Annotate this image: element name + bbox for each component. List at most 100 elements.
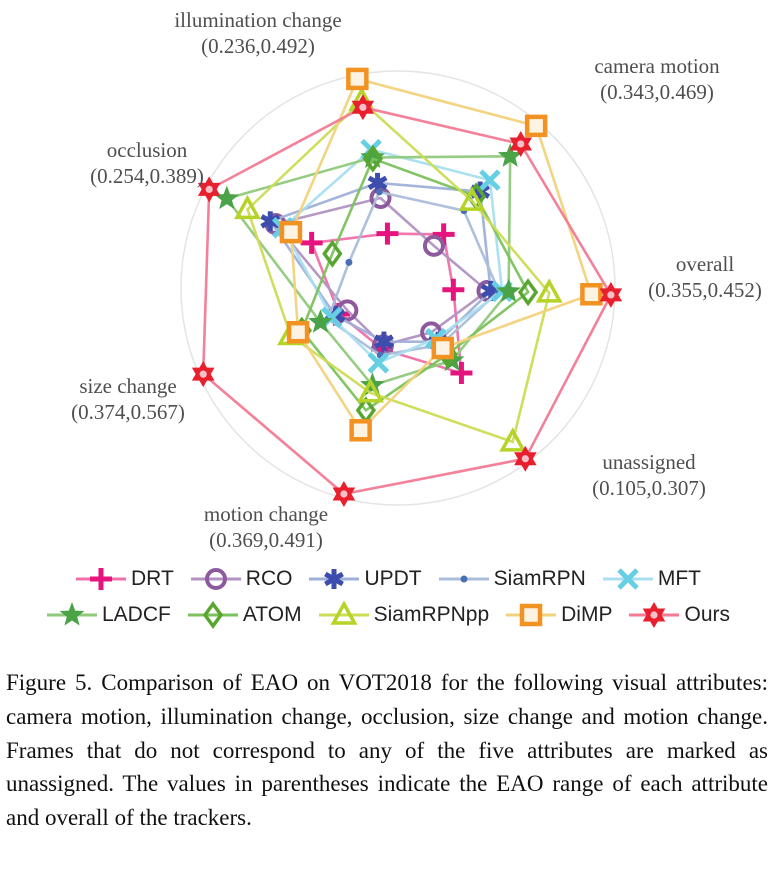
legend-label: SiamRPN <box>493 567 586 590</box>
asterisk-marker <box>374 331 394 352</box>
dot-marker <box>375 188 383 196</box>
square-marker <box>524 114 548 138</box>
legend-item-ATOM: ATOM <box>185 598 302 632</box>
axis-name: unassigned <box>602 450 696 474</box>
axis-name: illumination change <box>174 8 342 32</box>
star6-marker <box>197 176 221 203</box>
star5-marker <box>360 144 385 168</box>
axis-label-camera-motion: camera motion (0.343,0.469) <box>594 54 719 105</box>
star5-legend-icon <box>47 602 97 626</box>
series-SiamRPNpp-outline <box>245 99 551 444</box>
legend-item-MFT: MFT <box>600 562 701 596</box>
series-DiMP-outline <box>289 77 594 433</box>
square-marker <box>286 320 310 344</box>
star5-marker <box>308 309 333 333</box>
axis-range: (0.374,0.567) <box>71 399 185 424</box>
triangle-legend-icon <box>318 600 369 625</box>
axis-range: (0.369,0.491) <box>209 527 323 552</box>
plus-marker <box>450 362 473 385</box>
plus-marker <box>300 231 323 254</box>
series-Ours-outline <box>201 105 613 496</box>
legend-item-SiamRPNpp: SiamRPNpp <box>316 598 490 632</box>
series-LADCF <box>214 143 523 396</box>
xcross-marker <box>617 568 639 590</box>
star6-marker <box>599 281 623 308</box>
legend-label: MFT <box>657 567 701 590</box>
series-SiamRPN-outline <box>326 190 501 357</box>
legend-item-DRT: DRT <box>73 562 174 596</box>
square-marker <box>519 603 543 627</box>
axis-name: motion change <box>203 502 329 526</box>
asterisk-marker <box>324 569 345 589</box>
axis-range: (0.236,0.492) <box>201 33 315 58</box>
dot-marker <box>460 575 468 583</box>
figure-caption: Figure 5. Comparison of EAO on VOT2018 f… <box>6 670 768 831</box>
axis-name: camera motion <box>594 54 720 78</box>
star6-marker <box>514 445 537 472</box>
circle-marker <box>422 234 445 257</box>
diamond-legend-icon <box>187 601 238 629</box>
square-marker <box>580 283 603 306</box>
axis-range: (0.355,0.452) <box>648 277 762 302</box>
star5-marker <box>497 143 523 167</box>
star5-marker <box>496 278 521 303</box>
axis-label-motion-change: motion change (0.369,0.491) <box>204 502 328 553</box>
star6-marker <box>191 361 215 388</box>
axis-name: overall <box>675 252 735 276</box>
xcross-marker <box>479 169 501 191</box>
legend-item-UPDT: UPDT <box>306 562 422 596</box>
star5-marker <box>214 185 240 210</box>
star6-marker <box>509 131 532 157</box>
xcross-marker <box>367 352 390 374</box>
axis-name: occlusion <box>106 138 188 162</box>
dot-marker <box>345 258 353 266</box>
plus-marker <box>376 222 399 245</box>
axis-name: size change <box>79 374 177 398</box>
circle-marker <box>204 568 227 590</box>
diamond-marker <box>202 601 224 629</box>
triangle-marker <box>357 378 384 403</box>
legend-item-RCO: RCO <box>188 562 292 596</box>
legend-label: Ours <box>684 603 730 626</box>
legend-label: LADCF <box>102 603 171 626</box>
series-Ours <box>191 94 623 507</box>
axis-label-size-change: size change (0.374,0.567) <box>71 374 185 425</box>
axis-range: (0.105,0.307) <box>592 475 706 500</box>
star6-legend-icon <box>629 602 680 628</box>
series-ATOM-outline <box>300 157 530 413</box>
dot-legend-icon <box>438 575 489 583</box>
radar-plot-canvas <box>180 67 623 507</box>
plus-marker <box>442 278 465 301</box>
legend-row-2: LADCF ATOM SiamRPNpp DiMP Ours <box>44 598 730 632</box>
figure-5: illumination change (0.236,0.492) camera m… <box>0 8 774 831</box>
star6-marker <box>351 94 375 121</box>
series-LADCF-outline <box>224 154 512 387</box>
axis-label-unassigned: unassigned (0.105,0.307) <box>592 450 706 501</box>
star5-marker <box>59 602 85 626</box>
triangle-marker <box>499 427 527 452</box>
plus-legend-icon <box>76 568 127 590</box>
square-marker <box>431 336 455 360</box>
legend-item-Ours: Ours <box>626 598 730 632</box>
chart-legend: DRT RCO UPDT SiamRPN MFT LADCF ATOM SiamRPNpp Di… <box>0 562 774 632</box>
square-legend-icon <box>506 603 557 627</box>
triangle-marker <box>234 194 261 220</box>
axis-label-occlusion: occlusion (0.254,0.389) <box>90 138 204 189</box>
legend-item-LADCF: LADCF <box>44 598 171 632</box>
circle-legend-icon <box>190 568 241 590</box>
series-SiamRPNpp <box>234 86 563 452</box>
star6-marker <box>332 481 356 507</box>
square-marker <box>346 67 369 91</box>
square-marker <box>279 220 303 244</box>
legend-row-1: DRT RCO UPDT SiamRPN MFT <box>73 562 701 596</box>
legend-item-DiMP: DiMP <box>503 598 612 632</box>
series-DiMP <box>279 67 603 442</box>
axis-range: (0.254,0.389) <box>90 163 204 188</box>
axis-label-illumination-change: illumination change (0.236,0.492) <box>174 8 341 59</box>
legend-label: DiMP <box>561 603 613 626</box>
diamond-marker <box>362 144 384 173</box>
plus-marker <box>90 568 113 590</box>
radar-chart: illumination change (0.236,0.492) camera m… <box>71 8 762 553</box>
legend-label: UPDT <box>364 567 422 590</box>
legend-label: SiamRPNpp <box>373 603 490 626</box>
